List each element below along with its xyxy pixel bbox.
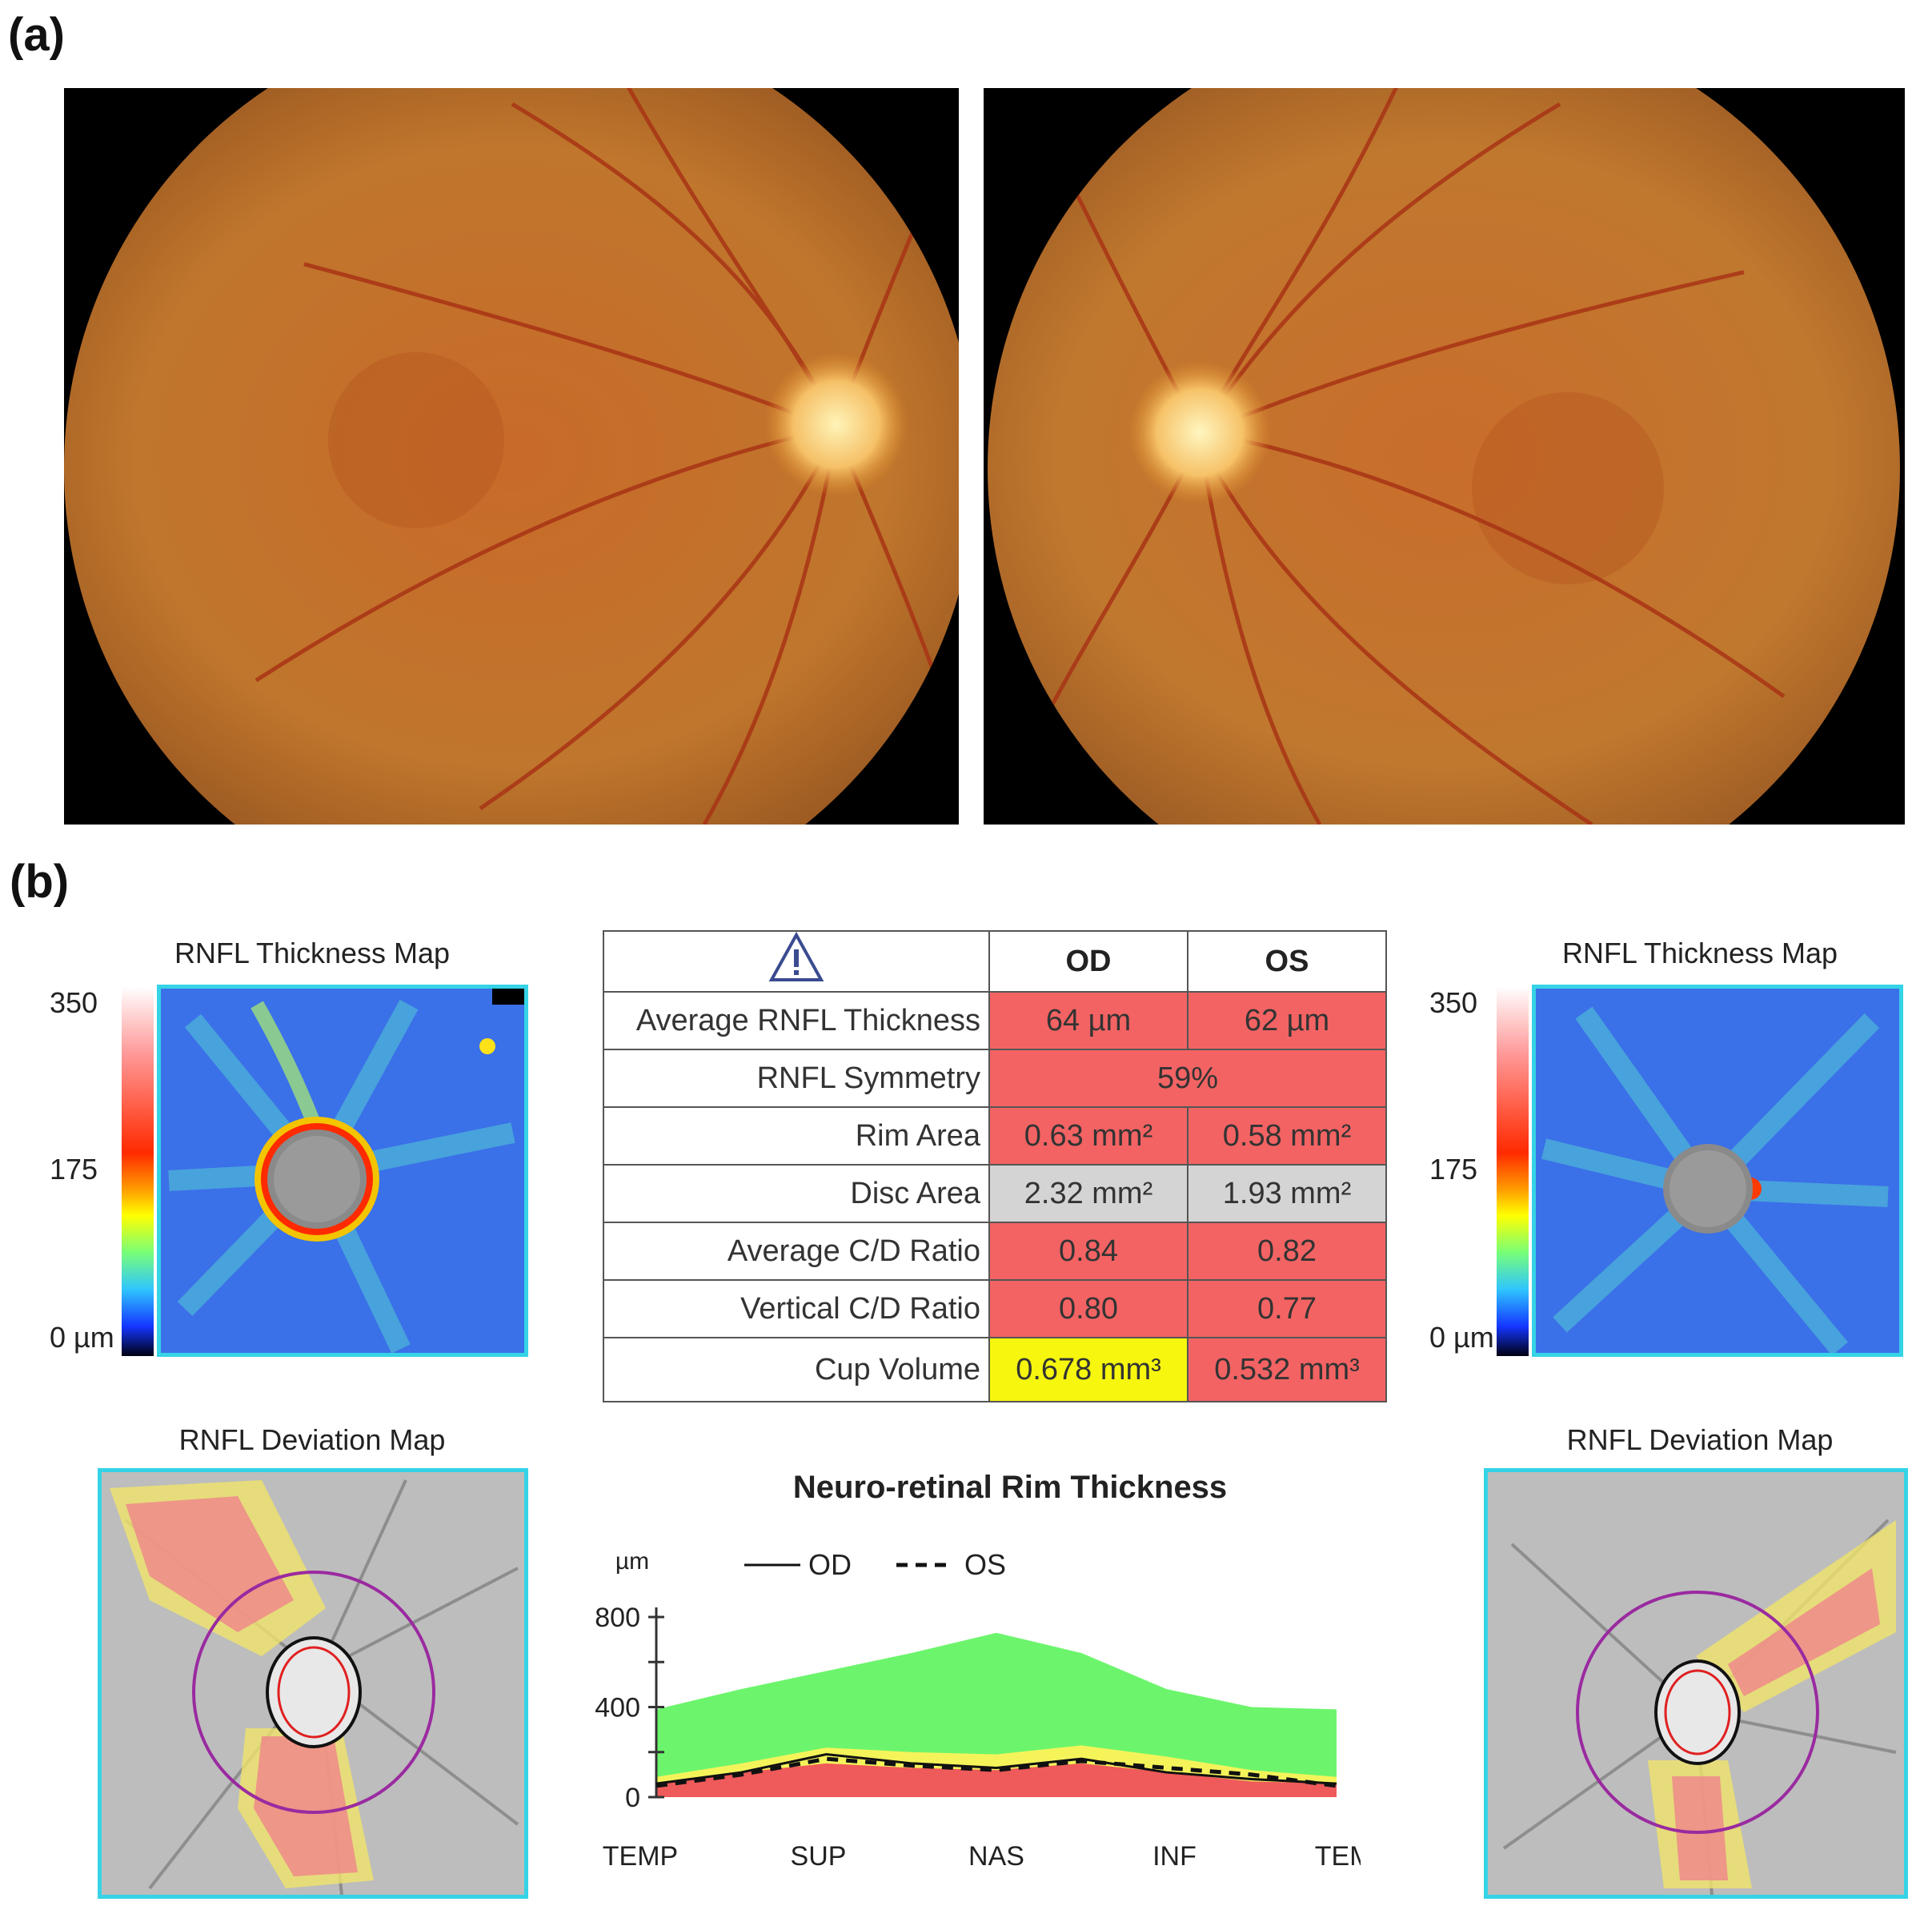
value-os: 1.93 mm² <box>1187 1164 1387 1223</box>
value-os: 0.77 <box>1187 1279 1387 1338</box>
rnfl-summary-table: OD OS Average RNFL Thickness 64 µm 62 µm… <box>603 930 1387 1402</box>
chart-title: Neuro-retinal Rim Thickness <box>792 1470 1228 1505</box>
row-label: Rim Area <box>603 1106 990 1166</box>
value-os: 62 µm <box>1187 991 1387 1050</box>
row-label: Vertical C/D Ratio <box>603 1279 990 1338</box>
rnfl-deviation-map-os <box>1484 1468 1908 1899</box>
table-row-rnfl-symmetry: RNFL Symmetry 59% <box>603 1049 1387 1108</box>
table-row-cup-volume: Cup Volume 0.678 mm³ 0.532 mm³ <box>603 1337 1387 1402</box>
scale-mid-label-od: 175 <box>50 1153 98 1186</box>
rnfl-deviation-map-od <box>98 1468 528 1899</box>
scale-top-label-od: 350 <box>50 986 98 1019</box>
value-od: 0.84 <box>988 1222 1188 1281</box>
warning-header-cell <box>603 930 990 993</box>
legend-label-os: OS <box>964 1548 1006 1581</box>
rnfl-thickness-map-od <box>157 985 528 1357</box>
scale-bottom-label-od: 0 µm <box>50 1321 114 1354</box>
legend-label-od: OD <box>808 1548 852 1581</box>
thickness-map-title-os: RNFL Thickness Map <box>1561 937 1838 969</box>
value-od: 0.63 mm² <box>988 1106 1188 1166</box>
table-row-average-rnfl: Average RNFL Thickness 64 µm 62 µm <box>603 991 1387 1050</box>
scale-top-label-os: 350 <box>1429 986 1478 1019</box>
table-row-average-cd-ratio: Average C/D Ratio 0.84 0.82 <box>603 1222 1387 1281</box>
column-header-od: OD <box>988 930 1188 993</box>
chart-svg: 800 400 0 µm OD OS TEMP SUP NAS INF TEMP <box>595 1548 1390 1872</box>
column-header-os: OS <box>1187 930 1387 993</box>
panel-label-b: (b) <box>10 856 70 908</box>
value-os: 0.58 mm² <box>1187 1106 1387 1166</box>
row-label: Disc Area <box>603 1164 990 1223</box>
row-label: Average RNFL Thickness <box>603 991 990 1050</box>
x-category-label: NAS <box>968 1841 1024 1872</box>
y-tick-label: 800 <box>595 1603 640 1633</box>
panel-label-a: (a) <box>8 9 65 61</box>
warning-triangle-icon <box>768 931 824 981</box>
table-row-disc-area: Disc Area 2.32 mm² 1.93 mm² <box>603 1164 1387 1223</box>
color-scale-bar-od <box>122 986 154 1356</box>
row-label: RNFL Symmetry <box>603 1049 990 1108</box>
value-od: 0.678 mm³ <box>988 1337 1188 1402</box>
series-line-od <box>655 1753 1337 1785</box>
scale-bottom-label-os: 0 µm <box>1429 1321 1494 1354</box>
x-category-label: TEMP <box>603 1841 678 1872</box>
fundus-photo-os <box>984 88 1905 825</box>
row-label: Cup Volume <box>603 1337 990 1402</box>
rnfl-thickness-map-os <box>1532 985 1903 1357</box>
value-symmetry: 59% <box>988 1049 1387 1108</box>
scale-mid-label-os: 175 <box>1429 1153 1478 1186</box>
value-os: 0.82 <box>1187 1222 1387 1281</box>
value-od: 0.80 <box>988 1279 1188 1338</box>
y-tick-label: 400 <box>595 1693 640 1723</box>
x-category-label: INF <box>1152 1841 1196 1872</box>
row-label: Average C/D Ratio <box>603 1222 990 1281</box>
thickness-map-title-od: RNFL Thickness Map <box>174 937 451 969</box>
color-scale-bar-os <box>1497 986 1529 1356</box>
rim-thickness-chart: 800 400 0 µm OD OS TEMP SUP NAS INF TEMP <box>560 1521 1390 1889</box>
deviation-map-title-od: RNFL Deviation Map <box>178 1423 446 1456</box>
value-od: 2.32 mm² <box>988 1164 1188 1223</box>
y-tick-label: 0 <box>625 1783 640 1813</box>
table-row-rim-area: Rim Area 0.63 mm² 0.58 mm² <box>603 1106 1387 1166</box>
deviation-map-title-os: RNFL Deviation Map <box>1566 1423 1834 1456</box>
value-od: 64 µm <box>988 991 1188 1050</box>
x-category-label: SUP <box>791 1841 847 1872</box>
x-category-label: TEMP <box>1315 1841 1361 1872</box>
band-outside <box>656 1763 1337 1797</box>
fundus-photo-od <box>64 88 959 825</box>
y-axis-label: µm <box>615 1548 649 1575</box>
value-os: 0.532 mm³ <box>1187 1337 1387 1402</box>
table-row-vertical-cd-ratio: Vertical C/D Ratio 0.80 0.77 <box>603 1279 1387 1338</box>
